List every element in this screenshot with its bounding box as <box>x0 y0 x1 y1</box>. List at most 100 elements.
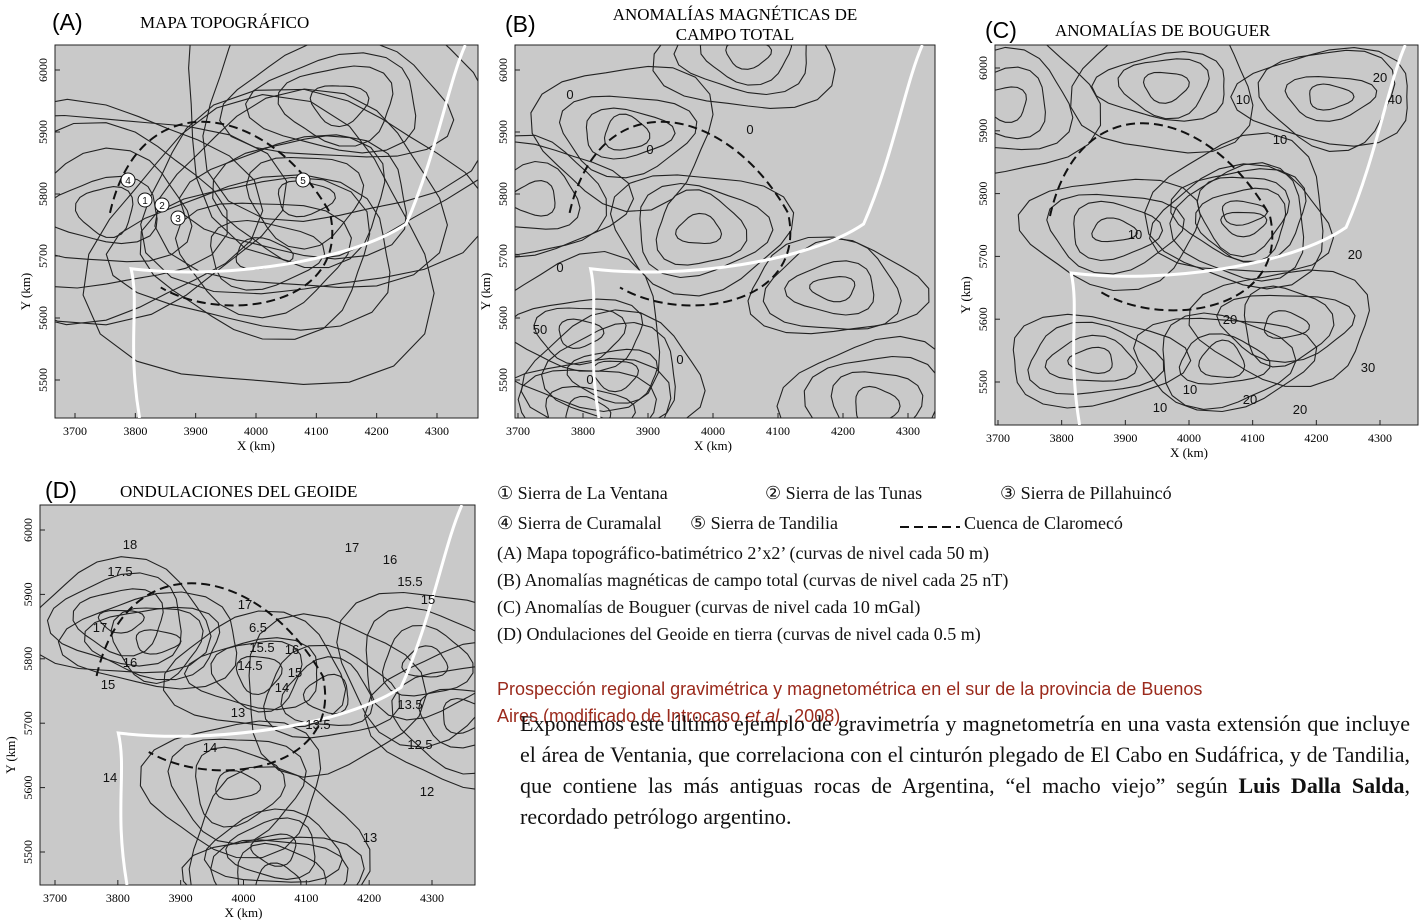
legend-item: Cuenca de Claromecó <box>964 513 1123 534</box>
contour-label: 3 <box>175 214 181 225</box>
contour-label: 0 <box>746 122 753 137</box>
x-tick-label: 3800 <box>123 424 147 438</box>
contour-label: 14 <box>103 770 117 785</box>
y-tick-label: 6000 <box>36 58 50 82</box>
contour-label: 17 <box>238 597 252 612</box>
y-tick-label: 5900 <box>21 582 35 606</box>
y-tick-label: 5600 <box>496 306 510 330</box>
x-tick-label: 3800 <box>571 424 595 438</box>
y-tick-label: 5700 <box>36 244 50 268</box>
y-axis-label: Y (km) <box>478 273 493 310</box>
y-tick-label: 5500 <box>36 368 50 392</box>
x-tick-label: 4100 <box>1241 431 1265 445</box>
legend-description: (A) Mapa topográfico-batimétrico 2’x2’ (… <box>497 543 989 564</box>
contour-label: 0 <box>676 352 683 367</box>
x-tick-label: 3700 <box>986 431 1010 445</box>
x-tick-label: 4000 <box>1177 431 1201 445</box>
panel-label: (D) <box>45 477 77 503</box>
x-tick-label: 4100 <box>294 891 318 905</box>
y-axis-label: Y (km) <box>18 273 33 310</box>
legend-description: (B) Anomalías magnéticas de campo total … <box>497 570 1008 591</box>
y-tick-label: 5800 <box>976 182 990 206</box>
y-axis-label: Y (km) <box>958 276 973 313</box>
contour-label: 13 <box>363 830 377 845</box>
contour-label: 6.5 <box>249 620 267 635</box>
x-axis-label: X (km) <box>237 438 275 453</box>
contour-label: 10 <box>1236 92 1250 107</box>
x-tick-label: 4200 <box>831 424 855 438</box>
contour-label: 0 <box>566 87 573 102</box>
y-tick-label: 5700 <box>496 244 510 268</box>
contour-label: 16 <box>123 655 137 670</box>
contour-label: 1 <box>142 196 148 207</box>
x-tick-label: 4300 <box>896 424 920 438</box>
x-tick-label: 4300 <box>425 424 449 438</box>
y-tick-label: 5800 <box>496 182 510 206</box>
panel-label: (B) <box>505 11 536 37</box>
contour-label: 14 <box>203 740 217 755</box>
panel-title: CAMPO TOTAL <box>676 25 794 44</box>
y-tick-label: 5800 <box>36 182 50 206</box>
y-tick-label: 5600 <box>21 776 35 800</box>
x-tick-label: 3700 <box>506 424 530 438</box>
x-axis-label: X (km) <box>1170 445 1208 460</box>
contour-label: 10 <box>1273 132 1287 147</box>
x-tick-label: 3700 <box>43 891 67 905</box>
y-tick-label: 5900 <box>496 120 510 144</box>
contour-label: 10 <box>1128 227 1142 242</box>
y-tick-label: 5500 <box>976 370 990 394</box>
contour-label: 18 <box>123 537 137 552</box>
panel-title: ANOMALÍAS DE BOUGUER <box>1055 21 1271 40</box>
page: (A) MAPA TOPOGRÁFICO (B) ANOMALÍAS MAGNÉ… <box>0 0 1425 923</box>
legend-description: (D) Ondulaciones del Geoide en tierra (c… <box>497 624 981 645</box>
contour-label: 20 <box>1223 312 1237 327</box>
map-background <box>55 45 478 418</box>
contour-label: 2 <box>159 201 165 212</box>
x-tick-label: 3900 <box>636 424 660 438</box>
x-tick-label: 4000 <box>701 424 725 438</box>
paragraph: Exponemos este último ejemplo de gravime… <box>520 708 1410 832</box>
map-background <box>995 45 1418 425</box>
contour-label: 15 <box>101 677 115 692</box>
x-tick-label: 4000 <box>232 891 256 905</box>
contour-label: 14 <box>275 680 289 695</box>
contour-label: 15 <box>421 592 435 607</box>
contour-label: 16 <box>285 642 299 657</box>
x-tick-label: 4100 <box>304 424 328 438</box>
panel-label: (C) <box>985 17 1017 43</box>
y-axis-label: Y (km) <box>3 736 18 773</box>
contour-label: 12 <box>420 784 434 799</box>
contour-label: 0 <box>586 372 593 387</box>
y-tick-label: 5900 <box>976 119 990 143</box>
contour-label: 40 <box>1388 92 1402 107</box>
contour-label: 20 <box>1373 70 1387 85</box>
y-tick-label: 6000 <box>496 58 510 82</box>
y-tick-label: 6000 <box>976 56 990 80</box>
contour-label: 0 <box>556 260 563 275</box>
map-background <box>40 505 475 885</box>
y-tick-label: 5900 <box>36 120 50 144</box>
contour-label: 10 <box>1183 382 1197 397</box>
contour-label: 13 <box>231 705 245 720</box>
panel-label: (A) <box>52 9 83 35</box>
y-tick-label: 5700 <box>976 244 990 268</box>
x-tick-label: 4200 <box>1304 431 1328 445</box>
contour-label: 14.5 <box>237 658 262 673</box>
y-tick-label: 6000 <box>21 518 35 542</box>
y-tick-label: 5600 <box>976 307 990 331</box>
x-tick-label: 4200 <box>357 891 381 905</box>
x-tick-label: 4300 <box>420 891 444 905</box>
contour-label: 13.5 <box>305 717 330 732</box>
x-tick-label: 3900 <box>169 891 193 905</box>
contour-label: 17 <box>93 620 107 635</box>
x-tick-label: 3900 <box>184 424 208 438</box>
x-axis-label: X (km) <box>225 905 263 920</box>
contour-label: 15 <box>288 665 302 680</box>
y-tick-label: 5600 <box>36 306 50 330</box>
contour-label: 17.5 <box>107 564 132 579</box>
x-tick-label: 4300 <box>1368 431 1392 445</box>
contour-label: 10 <box>1153 400 1167 415</box>
contour-label: 17 <box>345 540 359 555</box>
y-tick-label: 5800 <box>21 647 35 671</box>
contour-label: 4 <box>125 176 131 187</box>
